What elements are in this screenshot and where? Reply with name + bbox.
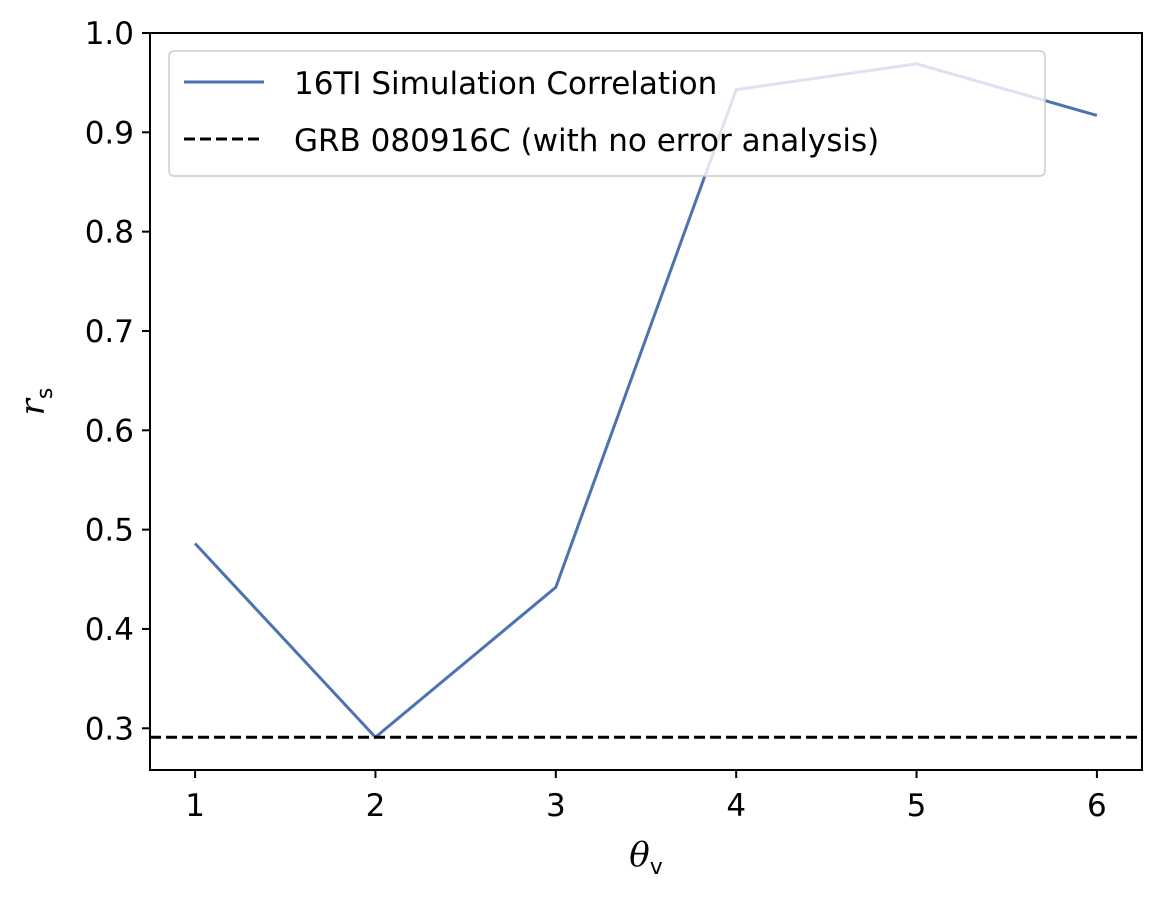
- y-tick-label: 0.9: [85, 115, 134, 151]
- y-tick-label: 0.3: [85, 711, 134, 747]
- x-axis-label-symbol: θ: [629, 835, 649, 875]
- legend-label-grb: GRB 080916C (with no error analysis): [294, 123, 879, 159]
- x-tick-label: 2: [366, 788, 386, 824]
- legend-box: [168, 50, 1046, 177]
- y-axis-label: rs: [13, 388, 58, 416]
- x-tick-label: 4: [726, 788, 746, 824]
- y-tick-label: 0.6: [85, 413, 134, 449]
- legend: 16TI Simulation Correlation GRB 080916C …: [168, 50, 1046, 177]
- x-axis-label-subscript: v: [650, 855, 663, 880]
- y-tick-label: 0.5: [85, 513, 134, 549]
- y-tick-label: 0.8: [85, 215, 134, 251]
- x-tick-label: 6: [1087, 788, 1107, 824]
- x-axis-ticks: 1 2 3 4 5 6: [185, 770, 1107, 824]
- y-axis-ticks: 0.3 0.4 0.5 0.6 0.7 0.8 0.9 1.0: [85, 16, 150, 747]
- y-tick-label: 0.7: [85, 314, 134, 350]
- y-axis-label-subscript: s: [33, 388, 58, 399]
- x-tick-label: 5: [907, 788, 927, 824]
- plot-frame: [149, 32, 1143, 771]
- x-tick-label: 1: [185, 788, 205, 824]
- y-tick-label: 1.0: [85, 16, 134, 52]
- y-tick-label: 0.4: [85, 612, 134, 648]
- legend-label-simulation: 16TI Simulation Correlation: [294, 66, 717, 102]
- x-tick-label: 3: [546, 788, 566, 824]
- y-axis-label-symbol: r: [13, 397, 53, 415]
- x-axis-label: θv: [629, 835, 663, 880]
